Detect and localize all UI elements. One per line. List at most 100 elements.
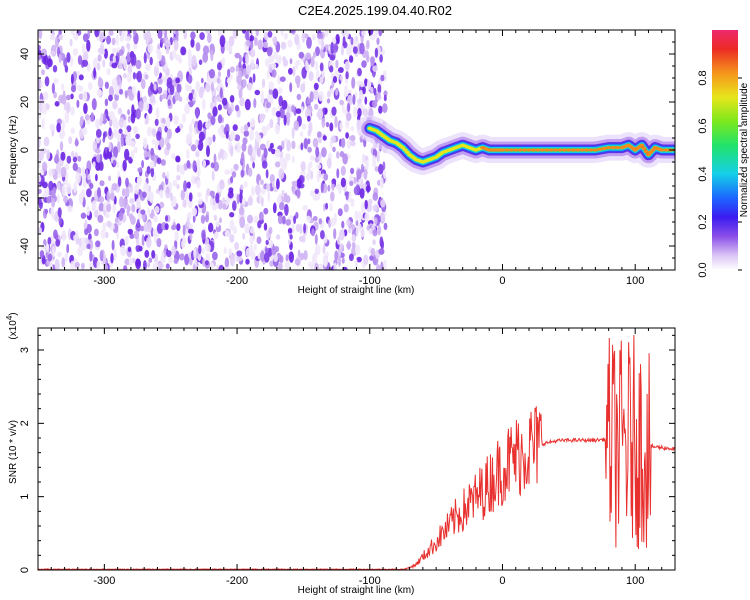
- noise-speckle: [223, 246, 227, 255]
- noise-speckle: [234, 144, 238, 150]
- noise-speckle: [146, 191, 150, 198]
- noise-speckle: [301, 234, 306, 243]
- noise-speckle: [275, 110, 281, 118]
- noise-speckle: [256, 236, 262, 244]
- noise-speckle: [70, 73, 74, 85]
- noise-speckle: [217, 30, 222, 37]
- noise-speckle: [86, 63, 91, 72]
- noise-speckle: [157, 86, 163, 94]
- noise-speckle: [287, 39, 293, 48]
- noise-speckle: [143, 52, 147, 64]
- noise-speckle: [275, 234, 281, 240]
- noise-speckle: [356, 256, 362, 263]
- noise-speckle: [96, 62, 101, 71]
- noise-speckle: [372, 229, 378, 237]
- noise-speckle: [326, 157, 332, 169]
- noise-speckle: [372, 192, 379, 201]
- noise-speckle: [146, 221, 152, 233]
- noise-speckle: [197, 192, 202, 198]
- noise-speckle: [350, 37, 354, 46]
- noise-speckle: [266, 46, 273, 57]
- noise-speckle: [190, 144, 197, 152]
- noise-speckle: [118, 49, 124, 57]
- noise-speckle: [306, 36, 312, 49]
- noise-speckle: [349, 140, 356, 147]
- noise-speckle: [117, 140, 121, 153]
- noise-speckle: [205, 260, 209, 266]
- noise-speckle: [126, 125, 132, 133]
- noise-speckle: [383, 169, 387, 179]
- noise-speckle: [301, 106, 304, 113]
- noise-speckle: [169, 84, 175, 96]
- noise-speckle: [104, 264, 109, 270]
- noise-speckle: [266, 123, 270, 131]
- noise-speckle: [340, 45, 344, 56]
- noise-speckle: [191, 55, 197, 67]
- noise-speckle: [47, 237, 52, 245]
- noise-speckle: [146, 236, 152, 248]
- noise-speckle: [306, 98, 312, 105]
- noise-speckle: [277, 54, 282, 65]
- noise-speckle: [197, 119, 203, 132]
- noise-speckle: [357, 67, 362, 77]
- noise-speckle: [379, 177, 384, 190]
- noise-speckle: [364, 199, 368, 210]
- noise-speckle: [276, 195, 282, 204]
- noise-speckle: [182, 199, 187, 208]
- noise-speckle: [269, 142, 274, 149]
- noise-speckle: [70, 56, 74, 67]
- noise-speckle: [173, 258, 179, 265]
- noise-speckle: [165, 47, 170, 55]
- noise-speckle: [50, 189, 56, 199]
- noise-speckle: [329, 202, 333, 212]
- noise-speckle: [291, 155, 295, 164]
- noise-speckle: [197, 139, 204, 152]
- noise-speckle: [274, 161, 281, 168]
- noise-speckle: [318, 218, 323, 225]
- noise-speckle: [132, 30, 137, 37]
- noise-speckle: [236, 254, 243, 262]
- noise-speckle: [81, 244, 88, 251]
- noise-speckle: [84, 114, 90, 121]
- noise-speckle: [312, 253, 316, 264]
- noise-speckle: [70, 127, 76, 134]
- noise-speckle: [164, 39, 171, 49]
- noise-speckle: [383, 259, 387, 270]
- noise-speckle: [303, 137, 308, 150]
- noise-speckle: [155, 107, 160, 119]
- noise-speckle: [316, 163, 322, 169]
- noise-speckle: [39, 150, 44, 161]
- noise-speckle: [325, 251, 329, 258]
- noise-speckle: [351, 242, 356, 248]
- noise-speckle: [252, 161, 256, 169]
- noise-speckle: [333, 228, 337, 240]
- noise-speckle: [352, 46, 358, 54]
- noise-speckle: [129, 198, 135, 204]
- noise-speckle: [301, 123, 307, 130]
- noise-speckle: [305, 60, 309, 72]
- noise-speckle: [77, 246, 83, 257]
- noise-speckle: [370, 248, 376, 257]
- noise-speckle: [165, 215, 168, 222]
- noise-speckle: [43, 187, 50, 198]
- noise-speckle: [236, 250, 243, 257]
- noise-speckle: [128, 213, 134, 221]
- noise-speckle: [274, 246, 280, 253]
- noise-speckle: [248, 129, 254, 141]
- noise-speckle: [97, 54, 102, 62]
- noise-speckle: [198, 86, 204, 99]
- noise-speckle: [97, 77, 104, 89]
- noise-speckle: [239, 97, 245, 107]
- noise-speckle: [327, 184, 331, 192]
- noise-speckle: [255, 184, 261, 196]
- noise-speckle: [195, 139, 199, 147]
- noise-speckle: [223, 126, 227, 135]
- noise-speckle: [207, 32, 212, 44]
- noise-speckle: [355, 225, 359, 237]
- noise-speckle: [125, 177, 129, 188]
- noise-speckle: [224, 266, 231, 270]
- noise-speckle: [244, 181, 248, 188]
- noise-speckle: [47, 58, 53, 68]
- noise-speckle: [81, 237, 87, 246]
- noise-speckle: [215, 220, 220, 228]
